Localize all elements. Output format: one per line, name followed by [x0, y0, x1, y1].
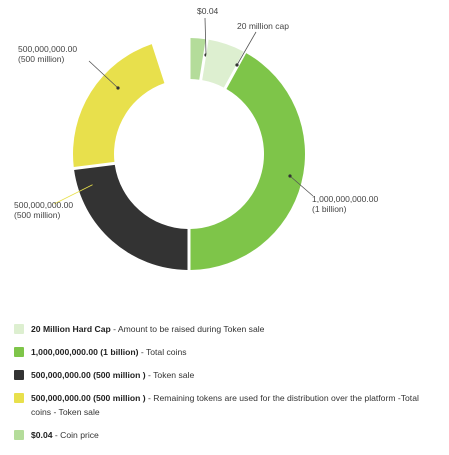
legend-item: 500,000,000.00 (500 million ) - Token sa… [14, 368, 434, 382]
legend-item-title: 500,000,000.00 (500 million ) [31, 370, 146, 380]
legend-swatch [14, 370, 24, 380]
legend-item-description: - Token sale [145, 370, 195, 380]
legend-swatch [14, 393, 24, 403]
legend-swatch [14, 324, 24, 334]
donut-slice-4 [74, 164, 188, 270]
legend-item: $0.04 - Coin price [14, 428, 434, 442]
legend-item-description: - Coin price [52, 430, 99, 440]
slice-label-1: $0.04 [197, 6, 219, 16]
slice-label-5: 500,000,000.00 (500 million) [18, 44, 77, 64]
legend-item-title: 500,000,000.00 (500 million ) [31, 393, 146, 403]
callout-line-3 [289, 175, 314, 197]
donut-slice-2 [202, 39, 244, 88]
callout-dot-3 [288, 174, 292, 178]
legend-item-title: $0.04 [31, 430, 53, 440]
legend-item-title: 20 Million Hard Cap [31, 324, 111, 334]
donut-slice-5 [73, 44, 165, 168]
donut-slice-1 [190, 38, 206, 80]
donut-slice-3 [190, 53, 305, 270]
legend-item-title: 1,000,000,000.00 (1 billion) [31, 347, 139, 357]
donut-chart: $0.04 20 million cap 1,000,000,000.00 (1 bi… [14, 6, 378, 270]
callout-dot-4 [92, 182, 96, 186]
callout-line-4 [53, 183, 95, 205]
chart-legend: 20 Million Hard Cap - Amount to be raise… [14, 322, 434, 451]
callout-dot-5 [116, 86, 120, 90]
legend-swatch [14, 347, 24, 357]
legend-swatch [14, 430, 24, 440]
legend-item: 20 Million Hard Cap - Amount to be raise… [14, 322, 434, 336]
legend-item: 1,000,000,000.00 (1 billion) - Total coi… [14, 345, 434, 359]
callout-line-2 [236, 31, 257, 66]
donut-chart-svg: $0.04 20 million cap 1,000,000,000.00 (1 bi… [14, 6, 378, 270]
legend-item-description: - Remaining tokens are used for the dist… [31, 393, 419, 417]
callout-dot-2 [235, 63, 239, 67]
callout-line-1 [204, 17, 207, 56]
slice-label-2: 20 million cap [237, 21, 289, 31]
legend-item-description: - Total coins [138, 347, 187, 357]
callout-line-5 [88, 60, 119, 89]
slice-label-3: 1,000,000,000.00 (1 billion) [312, 194, 378, 214]
legend-item: 500,000,000.00 (500 million ) - Remainin… [14, 391, 434, 419]
slice-label-4: 500,000,000.00 (500 million) [14, 200, 73, 220]
legend-item-description: - Amount to be raised during Token sale [110, 324, 265, 334]
